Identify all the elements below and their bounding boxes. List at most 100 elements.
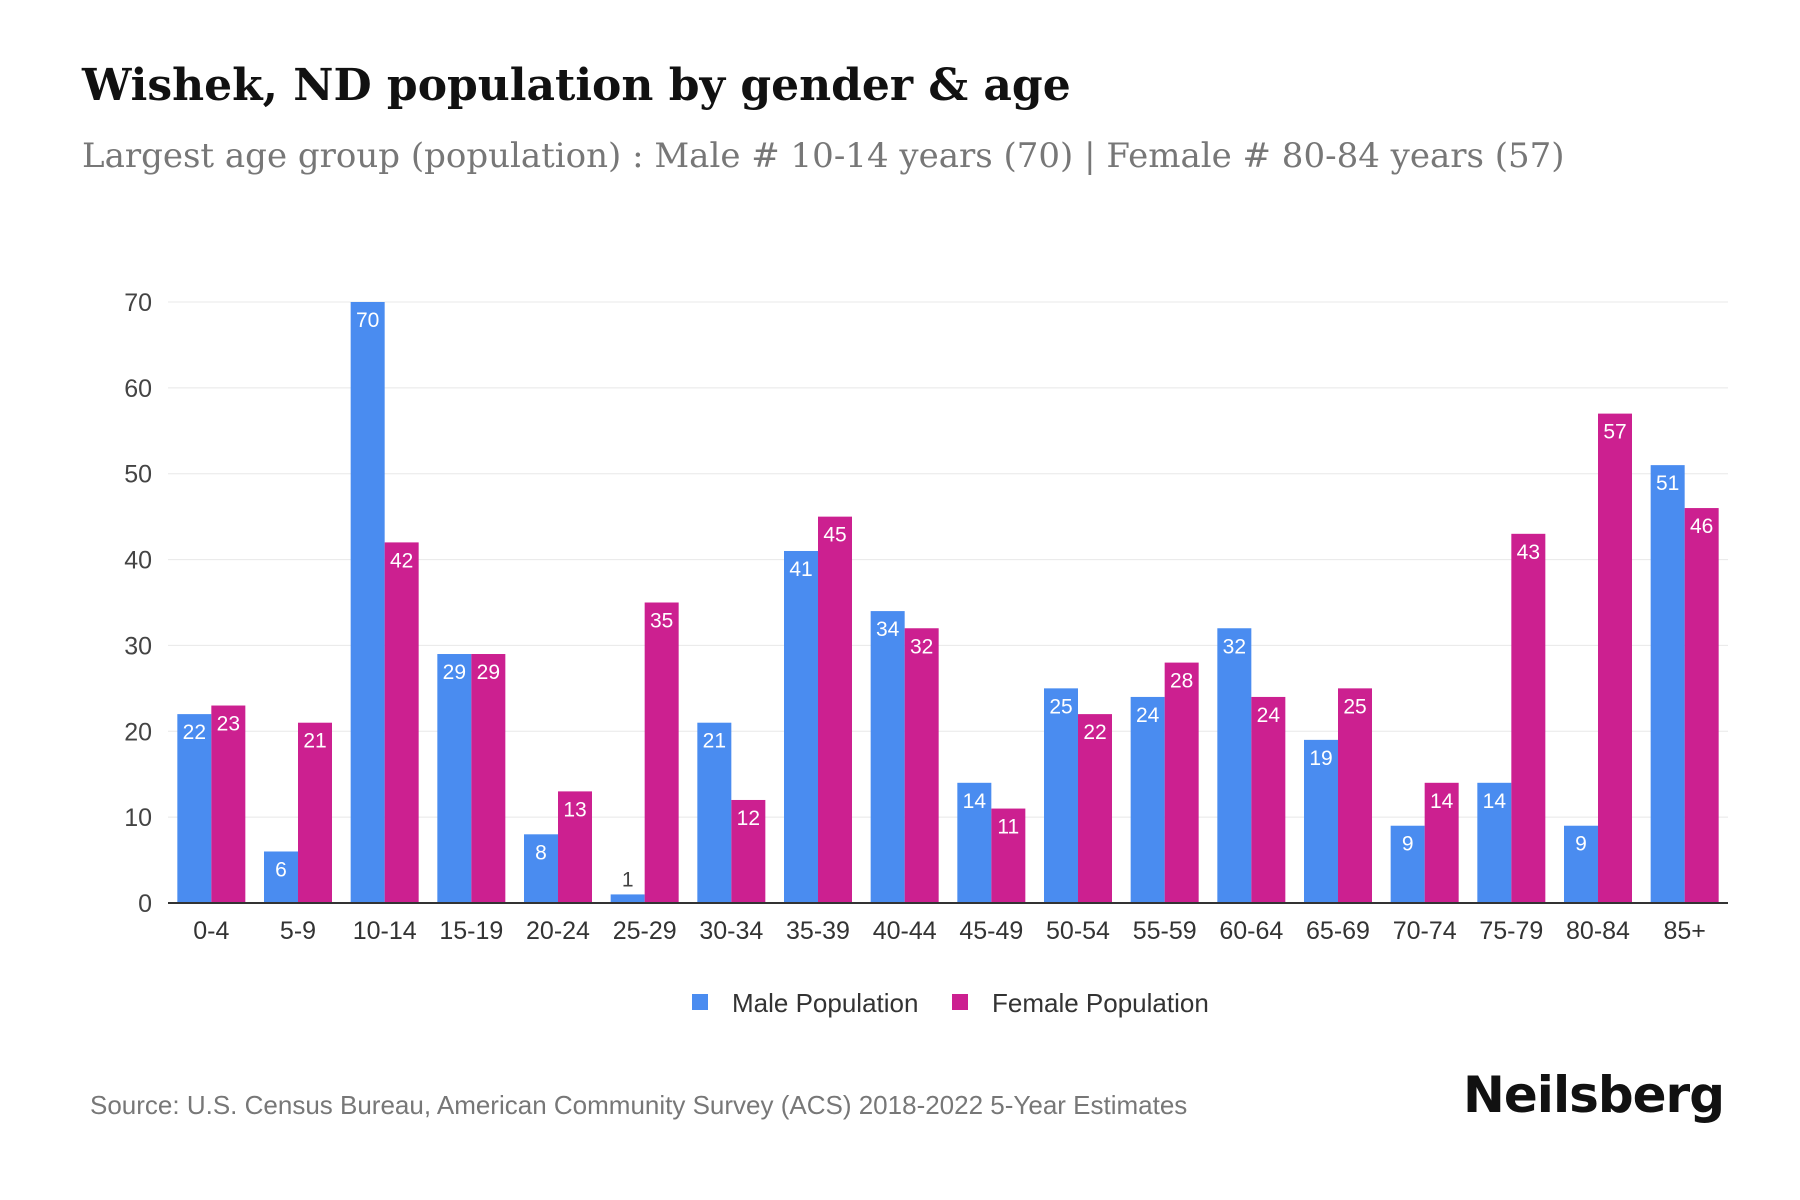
female-bar-85+: [1684, 508, 1719, 903]
male-bar-60-64: [1217, 628, 1252, 903]
female-bar-50-54: [1078, 714, 1112, 903]
male-bar-25-29: [610, 894, 645, 903]
data-label: 13: [563, 798, 586, 821]
y-tick-label: 60: [124, 375, 152, 403]
x-tick-label: 80-84: [1566, 917, 1630, 945]
x-tick-label: 40-44: [873, 917, 937, 945]
female-bar-30-34: [731, 799, 766, 903]
data-label: 21: [303, 730, 326, 753]
data-label: 14: [963, 790, 987, 813]
data-label: 42: [390, 549, 413, 572]
female-bar-0-4: [211, 705, 246, 903]
legend-female-swatch: [952, 994, 968, 1010]
chart-subtitle: Largest age group (population) : Male # …: [82, 136, 1565, 176]
male-bar-0-4: [177, 714, 212, 903]
male-bar-50-54: [1044, 688, 1078, 903]
data-label: 25: [1343, 695, 1366, 718]
data-label: 19: [1309, 747, 1332, 770]
male-bar-5-9: [264, 851, 298, 903]
data-label: 24: [1257, 704, 1281, 727]
female-bar-10-14: [384, 542, 419, 903]
x-axis-ticks: 0-4 5-9 10-14 15-19 20-24 25-29 30-34 35-39 40-4…: [193, 917, 1706, 945]
male-bar-70-74: [1390, 825, 1425, 903]
chart-title: Wishek, ND population by gender & age: [82, 60, 1071, 111]
data-label: 43: [1517, 541, 1540, 564]
data-label: 1: [622, 868, 634, 891]
legend-male-swatch: [692, 994, 708, 1010]
y-tick-label: 70: [124, 289, 152, 317]
x-tick-label: 70-74: [1393, 917, 1457, 945]
data-label: 29: [443, 661, 466, 684]
x-tick-label: 45-49: [959, 917, 1023, 945]
data-label: 41: [789, 558, 812, 581]
x-tick-label: 35-39: [786, 917, 850, 945]
male-bar-55-59: [1130, 696, 1165, 903]
data-label: 32: [910, 635, 933, 658]
female-bar-60-64: [1251, 696, 1286, 903]
x-tick-label: 5-9: [280, 917, 316, 945]
data-label: 22: [1083, 721, 1106, 744]
x-tick-label: 0-4: [193, 917, 229, 945]
data-label: 57: [1603, 421, 1626, 444]
data-label: 21: [703, 730, 726, 753]
female-bar-20-24: [558, 791, 592, 903]
source-note: Source: U.S. Census Bureau, American Com…: [90, 1090, 1188, 1120]
x-tick-label: 30-34: [699, 917, 763, 945]
y-tick-label: 30: [124, 632, 152, 660]
y-tick-label: 0: [138, 890, 152, 918]
bar-chart: 0 10 20 30 40 50 60 70 22 23 6 21 70 42 29 29 8 13 1 35 21 1…: [124, 289, 1728, 1018]
female-bar-40-44: [904, 628, 939, 903]
y-tick-label: 50: [124, 461, 152, 489]
data-label: 51: [1656, 472, 1679, 495]
female-bar-15-19: [471, 654, 506, 903]
data-label: 46: [1690, 515, 1713, 538]
x-tick-label: 10-14: [353, 917, 417, 945]
male-bar-30-34: [697, 722, 732, 903]
female-bar-25-29: [644, 602, 679, 903]
data-label: 14: [1430, 790, 1454, 813]
male-bar-65-69: [1304, 739, 1338, 903]
x-tick-label: 55-59: [1133, 917, 1197, 945]
male-bar-35-39: [784, 550, 818, 903]
x-tick-label: 85+: [1663, 917, 1705, 945]
data-label: 29: [477, 661, 500, 684]
data-label: 24: [1136, 704, 1160, 727]
legend: Male Population Female Population: [692, 988, 1209, 1018]
y-tick-label: 20: [124, 718, 152, 746]
data-label: 23: [217, 713, 240, 736]
x-tick-label: 15-19: [439, 917, 503, 945]
x-tick-label: 20-24: [526, 917, 590, 945]
x-tick-label: 25-29: [613, 917, 677, 945]
x-tick-label: 75-79: [1479, 917, 1543, 945]
female-bar-35-39: [818, 516, 852, 903]
female-bar-75-79: [1511, 533, 1546, 903]
female-bar-5-9: [298, 722, 332, 903]
male-bar-20-24: [524, 834, 558, 903]
data-label: 28: [1170, 670, 1193, 693]
data-label: 22: [183, 721, 206, 744]
male-bar-40-44: [870, 611, 905, 903]
female-bar-80-84: [1598, 413, 1632, 903]
data-label: 9: [1575, 833, 1587, 856]
legend-female-label: Female Population: [992, 988, 1209, 1018]
female-bar-55-59: [1164, 662, 1199, 903]
x-tick-label: 60-64: [1219, 917, 1283, 945]
data-label: 45: [823, 524, 846, 547]
y-tick-label: 40: [124, 547, 152, 575]
data-label: 14: [1483, 790, 1507, 813]
legend-male-label: Male Population: [732, 988, 918, 1018]
data-label: 70: [356, 309, 379, 332]
data-label: 35: [650, 610, 673, 633]
male-bar-85+: [1650, 465, 1685, 903]
neilsberg-logo: Neilsberg: [1463, 1066, 1725, 1124]
x-tick-label: 50-54: [1046, 917, 1110, 945]
male-bar-45-49: [957, 782, 992, 903]
x-tick-label: 65-69: [1306, 917, 1370, 945]
y-axis-ticks: 0 10 20 30 40 50 60 70: [124, 289, 152, 918]
data-label: 25: [1049, 695, 1072, 718]
data-label: 12: [737, 807, 760, 830]
y-tick-label: 10: [124, 804, 152, 832]
male-bar-80-84: [1564, 825, 1598, 903]
male-bar-75-79: [1477, 782, 1512, 903]
male-bar-15-19: [437, 654, 472, 903]
